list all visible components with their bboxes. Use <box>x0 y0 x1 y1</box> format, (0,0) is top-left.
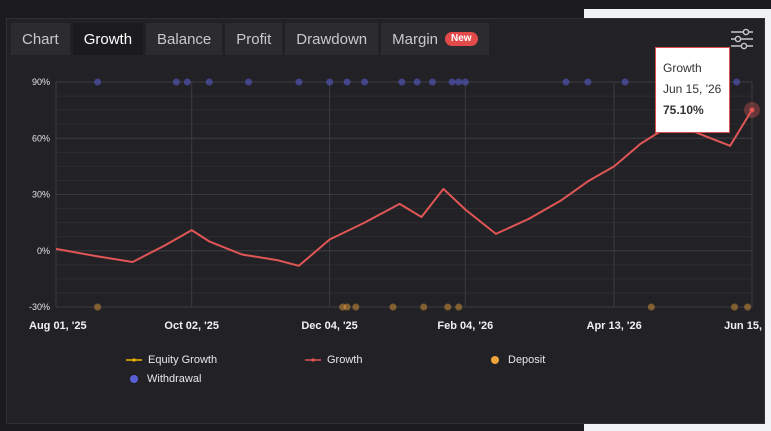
deposit-marker <box>647 303 655 311</box>
tab-balance[interactable]: Balance <box>146 23 223 55</box>
legend-equity-growth[interactable]: Equity Growth <box>126 354 217 366</box>
y-tick-label: 30% <box>32 190 50 200</box>
legend-label: Growth <box>327 354 363 366</box>
withdrawal-marker <box>733 78 741 86</box>
legend-withdrawal[interactable]: Withdrawal <box>126 373 201 385</box>
withdrawal-marker <box>343 78 351 86</box>
y-tick-label: 90% <box>32 77 50 87</box>
withdrawal-marker <box>461 78 469 86</box>
withdrawal-marker <box>172 78 180 86</box>
legend-label: Withdrawal <box>147 373 202 385</box>
chart-card: Chart Growth Balance Profit Drawdown Mar… <box>6 18 765 424</box>
deposit-marker <box>339 303 347 311</box>
tab-label: Balance <box>157 30 212 48</box>
withdrawal-marker <box>413 78 421 86</box>
x-tick-label: Apr 13, '26 <box>587 320 642 332</box>
tooltip-value: 75.10% <box>663 103 704 117</box>
x-tick-label: Jun 15, '26 <box>724 320 771 332</box>
growth-point-highlight <box>749 107 755 113</box>
withdrawal-marker <box>326 78 334 86</box>
deposit-marker <box>744 303 752 311</box>
withdrawal-marker <box>245 78 253 86</box>
tab-label: Growth <box>83 30 133 48</box>
withdrawal-marker <box>584 78 592 86</box>
legend-label: Equity Growth <box>148 354 218 366</box>
withdrawal-marker <box>94 78 102 86</box>
legend-line-icon <box>305 355 321 365</box>
deposit-marker <box>444 303 452 311</box>
legend-dot-icon <box>130 375 138 383</box>
sliders-icon[interactable] <box>729 27 755 51</box>
withdrawal-marker <box>455 78 463 86</box>
deposit-marker <box>420 303 428 311</box>
tab-chart[interactable]: Chart <box>11 23 70 55</box>
tooltip-date: Jun 15, '26 <box>663 82 722 96</box>
deposit-marker <box>352 303 360 311</box>
chart-tooltip: Growth Jun 15, '26 75.10% <box>655 47 730 133</box>
y-tick-label: -30% <box>29 302 50 312</box>
y-tick-label: 60% <box>32 133 50 143</box>
x-tick-label: Oct 02, '25 <box>164 320 219 332</box>
new-badge: New <box>445 32 478 46</box>
y-tick-label: 0% <box>37 246 50 256</box>
withdrawal-marker <box>295 78 303 86</box>
legend-deposit[interactable]: Deposit <box>487 354 545 366</box>
deposit-marker <box>730 303 738 311</box>
legend-line-icon <box>126 355 142 365</box>
withdrawal-marker <box>361 78 369 86</box>
tab-profit[interactable]: Profit <box>225 23 283 55</box>
deposit-marker <box>94 303 102 311</box>
withdrawal-marker <box>562 78 570 86</box>
legend-label: Deposit <box>508 354 546 366</box>
tab-label: Margin <box>392 30 439 48</box>
withdrawal-marker <box>448 78 456 86</box>
legend-growth[interactable]: Growth <box>305 354 362 366</box>
withdrawal-marker <box>398 78 406 86</box>
deposit-marker <box>389 303 397 311</box>
x-tick-label: Aug 01, '25 <box>29 320 87 332</box>
x-tick-label: Dec 04, '25 <box>301 320 357 332</box>
tooltip-title: Growth <box>663 61 702 75</box>
tab-label: Profit <box>236 30 272 48</box>
tab-label: Drawdown <box>296 30 368 48</box>
deposit-marker <box>343 303 351 311</box>
tab-bar: Chart Growth Balance Profit Drawdown Mar… <box>11 23 492 57</box>
x-tick-label: Feb 04, '26 <box>437 320 493 332</box>
tab-margin[interactable]: Margin New <box>381 23 489 55</box>
tab-label: Chart <box>22 30 59 48</box>
withdrawal-marker <box>428 78 436 86</box>
withdrawal-marker <box>621 78 629 86</box>
tab-drawdown[interactable]: Drawdown <box>285 23 379 55</box>
withdrawal-marker <box>205 78 213 86</box>
withdrawal-marker <box>183 78 191 86</box>
growth-series-line <box>55 109 753 267</box>
legend-dot-icon <box>491 356 499 364</box>
deposit-marker <box>455 303 463 311</box>
tab-growth[interactable]: Growth <box>72 23 144 55</box>
